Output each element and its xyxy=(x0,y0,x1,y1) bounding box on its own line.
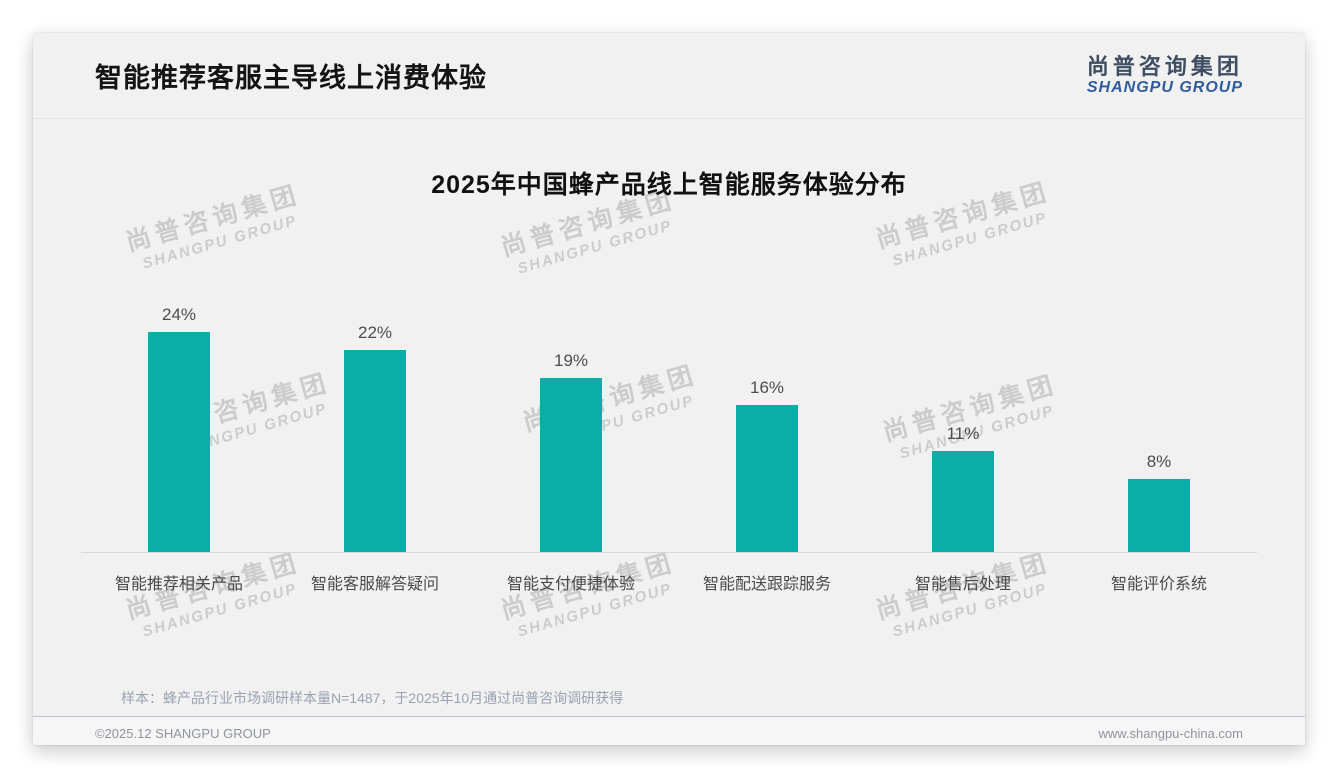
bar-value-label: 24% xyxy=(161,305,197,324)
page-title: 智能推荐客服主导线上消费体验 xyxy=(95,63,487,93)
footer-bar: ©2025.12 SHANGPU GROUP www.shangpu-china… xyxy=(33,716,1305,745)
chart-title: 2025年中国蜂产品线上智能服务体验分布 xyxy=(431,171,907,199)
bar-column: 19% xyxy=(473,351,669,552)
bar-column: 11% xyxy=(865,424,1061,552)
bar-column: 24% xyxy=(81,305,277,552)
report-card: 尚普咨询集团 SHANGPU GROUP 尚普咨询集团 SHANGPU GROUP 尚普… xyxy=(33,33,1305,745)
sample-footnote: 样本：蜂产品行业市场调研样本量N=1487，于2025年10月通过尚普咨询调研获… xyxy=(121,690,624,706)
footer-copyright: ©2025.12 SHANGPU GROUP xyxy=(95,726,271,741)
bar-value-label: 11% xyxy=(946,424,980,443)
bar-column: 22% xyxy=(277,323,473,552)
card-content: 智能推荐客服主导线上消费体验 尚普咨询集团 SHANGPU GROUP 2025… xyxy=(33,33,1305,745)
plot-area: 24% 22% 19% 16% 11% 8% xyxy=(81,207,1257,553)
bar-column: 16% xyxy=(669,378,865,552)
bar xyxy=(932,451,994,552)
bar-value-label: 16% xyxy=(749,378,785,397)
bar-value-label: 22% xyxy=(357,323,393,342)
bar xyxy=(540,378,602,552)
x-axis-label: 智能售后处理 xyxy=(914,576,1011,593)
footer-website: www.shangpu-china.com xyxy=(1098,726,1243,741)
x-axis-label: 智能推荐相关产品 xyxy=(114,576,243,593)
bar xyxy=(344,350,406,552)
bar-value-label: 19% xyxy=(553,351,589,370)
x-axis-label: 智能支付便捷体验 xyxy=(506,576,635,593)
header: 智能推荐客服主导线上消费体验 尚普咨询集团 SHANGPU GROUP xyxy=(33,33,1305,119)
bar xyxy=(736,405,798,552)
logo-en-text: SHANGPU GROUP xyxy=(1086,78,1243,96)
company-logo: 尚普咨询集团 SHANGPU GROUP xyxy=(1086,53,1243,97)
bar xyxy=(148,332,210,552)
bar xyxy=(1128,479,1190,552)
x-axis-labels: 智能推荐相关产品 智能客服解答疑问 智能支付便捷体验 智能配送跟踪服务 智能售后处理 智能… xyxy=(81,553,1257,594)
logo-cn-text: 尚普咨询集团 xyxy=(1086,53,1243,79)
x-axis-label: 智能客服解答疑问 xyxy=(310,576,439,593)
bar-column: 8% xyxy=(1061,452,1257,552)
bar-value-label: 8% xyxy=(1146,452,1172,471)
x-axis-label: 智能配送跟踪服务 xyxy=(702,576,831,593)
x-axis-label: 智能评价系统 xyxy=(1110,576,1207,593)
